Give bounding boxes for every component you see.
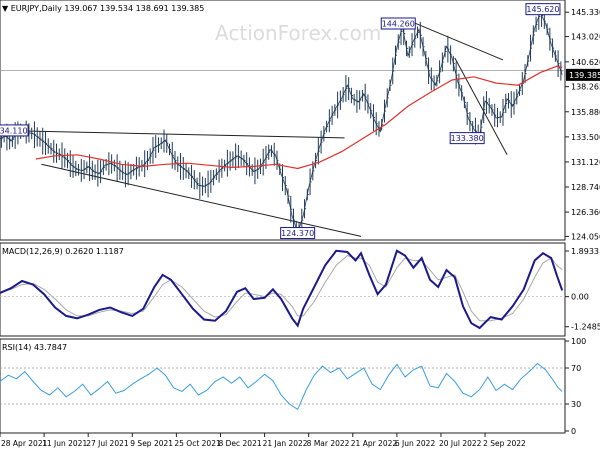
annotation-label: 134.110 (0, 126, 28, 135)
macd-signal-line (0, 255, 563, 322)
price-tick-label: 138.265 (571, 83, 600, 92)
x-tick-label: 11 Jun 2021 (42, 439, 87, 448)
macd-tick-label: 0.00 (571, 293, 589, 302)
annotation-label: 133.380 (451, 134, 484, 143)
x-tick-label: 8 Dec 2021 (218, 439, 261, 448)
ohlc-values: 139.067 139.534 138.691 139.385 (64, 4, 204, 13)
x-tick-label: 2 Sep 2022 (483, 439, 526, 448)
macd-panel-frame (0, 242, 566, 337)
trendline (414, 22, 504, 61)
price-tick-label: 126.360 (571, 208, 600, 217)
price-tick-label: 140.620 (571, 58, 600, 67)
x-tick-label: 21 Jan 2022 (263, 439, 308, 448)
annotation-box (525, 3, 561, 16)
x-tick-label: 8 Mar 2022 (307, 439, 350, 448)
price-tick-label: 135.880 (571, 108, 600, 117)
last-price-label: 139.385 (569, 71, 600, 80)
price-panel-frame (0, 0, 566, 241)
watermark: ActionForex.com (215, 21, 381, 45)
price-tick-label: 143.020 (571, 33, 600, 42)
annotation-label: 145.620 (526, 5, 559, 14)
trendline (454, 57, 508, 156)
x-tick-label: 9 Sep 2021 (130, 439, 173, 448)
price-tick-label: 128.740 (571, 183, 600, 192)
price-title: ▼ EURJPY,Daily 139.067 139.534 138.691 1… (2, 4, 204, 13)
annotation-box (449, 132, 485, 145)
price-tick-label: 145.330 (571, 8, 600, 17)
trendline (2, 130, 345, 139)
x-tick-label: 20 Jul 2022 (439, 439, 482, 448)
macd-tick-label: 1.8933 (571, 247, 599, 256)
x-tick-label: 21 Apr 2022 (351, 439, 398, 448)
annotation-box (280, 227, 316, 240)
annotation-label: 144.260 (382, 19, 415, 28)
rsi-panel-frame (0, 338, 566, 434)
macd-title: MACD(12,26,9) 0.2620 1.1187 (2, 247, 124, 256)
dropdown-triangle-icon: ▼ (2, 4, 9, 13)
annotation-box (0, 124, 29, 137)
rsi-tick-label: 70 (571, 364, 581, 373)
x-tick-label: 28 Apr 2021 (1, 439, 48, 448)
macd-line (0, 249, 564, 330)
price-tick-label: 124.050 (571, 232, 600, 241)
rsi-tick-label: 0 (571, 427, 576, 436)
rsi-title: RSI(14) 43.7847 (2, 343, 67, 352)
x-tick-label: 6 Jun 2022 (395, 439, 436, 448)
moving-average-line (35, 65, 563, 170)
price-title-text: EURJPY,Daily (11, 4, 62, 13)
x-tick-label: 27 Jul 2021 (86, 439, 129, 448)
annotation-label: 124.370 (281, 229, 314, 238)
last-price-box (566, 68, 600, 81)
x-tick-label: 25 Oct 2021 (174, 439, 221, 448)
rsi-line (0, 362, 563, 411)
macd-tick-label: -1.2485 (571, 323, 600, 332)
annotation-box (380, 17, 416, 30)
rsi-tick-label: 30 (571, 400, 581, 409)
price-tick-label: 133.500 (571, 133, 600, 142)
price-line (0, 11, 563, 234)
price-tick-label: 131.120 (571, 158, 600, 167)
rsi-tick-label: 100 (571, 337, 586, 346)
